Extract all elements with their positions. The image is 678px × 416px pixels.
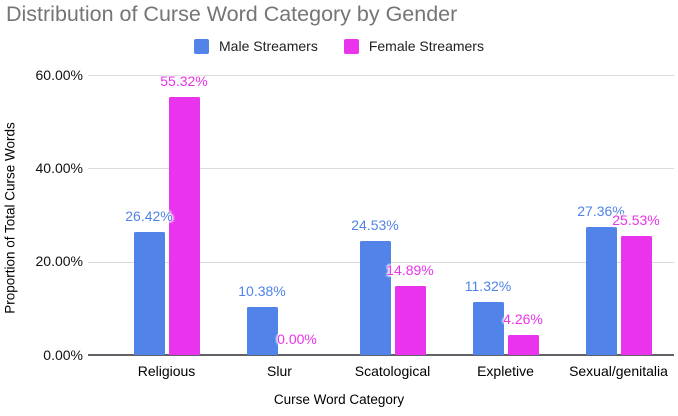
bar-religious-female[interactable] — [168, 96, 200, 355]
data-label-female: 0.00% — [277, 331, 317, 347]
legend-label-female-streamers: Female Streamers — [368, 38, 484, 54]
chart-title: Distribution of Curse Word Category by G… — [6, 2, 458, 26]
bar-scatological-female[interactable] — [394, 285, 426, 355]
data-label-male: 11.32% — [464, 278, 512, 295]
bar-sexual-genitalia-female[interactable] — [620, 235, 652, 355]
data-label-female: 14.89% — [386, 261, 434, 278]
bar-slur-male[interactable] — [246, 306, 278, 355]
legend-label-male-streamers: Male Streamers — [219, 38, 318, 54]
data-label-male: 26.42% — [125, 207, 173, 224]
x-category-label: Scatological — [354, 363, 431, 379]
y-axis-title: Proportion of Total Curse Words — [2, 122, 18, 314]
legend: Male Streamers Female Streamers — [0, 36, 678, 56]
data-label-male: 27.36% — [577, 203, 625, 220]
gridline-60.00% — [88, 75, 674, 76]
plot-area: 0.00% 20.00% 40.00% 60.00% Religious Slur Scat… — [36, 67, 674, 379]
data-label-female: 55.32% — [160, 72, 208, 89]
bar-scatological-male[interactable] — [359, 240, 391, 355]
y-tick-label: 20.00% — [35, 253, 83, 270]
y-tick-label: 0.00% — [43, 346, 83, 363]
bar-expletive-female[interactable] — [507, 335, 539, 355]
bar-expletive-male[interactable] — [472, 302, 504, 355]
legend-item-female-streamers[interactable]: Female Streamers — [343, 38, 484, 54]
data-label-male: 24.53% — [351, 216, 399, 233]
x-category-label: Religious — [137, 363, 196, 379]
y-tick-label: 40.00% — [35, 159, 83, 176]
data-label-male: 10.38% — [238, 282, 286, 299]
x-category-label: Sexual/genitalia — [569, 363, 668, 379]
x-axis-line — [88, 354, 674, 356]
female-series-swatch-icon — [343, 38, 359, 54]
y-tick-label: 60.00% — [35, 66, 83, 83]
data-label-female: 4.26% — [503, 311, 543, 328]
male-series-swatch-icon — [194, 38, 210, 54]
x-axis-title: Curse Word Category — [273, 392, 405, 407]
bar-religious-male[interactable] — [133, 231, 165, 355]
legend-item-male-streamers[interactable]: Male Streamers — [194, 38, 318, 54]
x-category-label: Expletive — [477, 363, 534, 379]
bar-sexual-genitalia-male[interactable] — [585, 227, 617, 355]
data-label-female: 25.53% — [612, 211, 660, 228]
gridline-40.00% — [88, 168, 674, 170]
x-category-label: Slur — [267, 363, 292, 379]
